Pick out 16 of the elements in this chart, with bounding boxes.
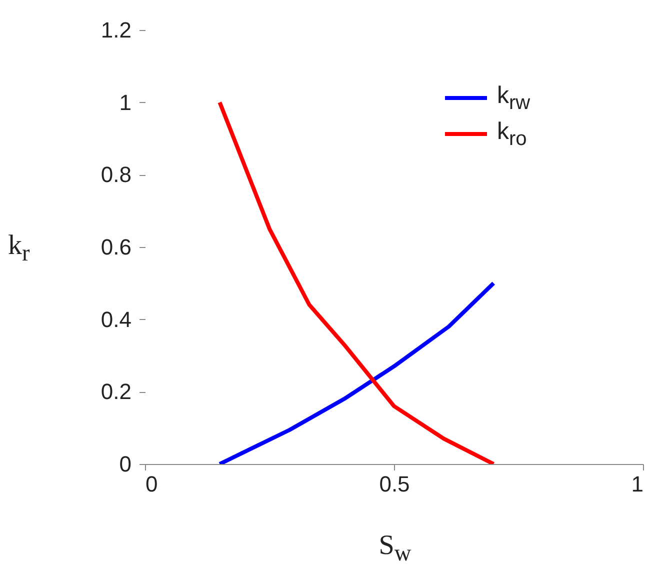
line-series (218, 281, 496, 464)
legend-label: k$_{ro}$ (497, 118, 527, 150)
x-tick-label: 0 (146, 472, 158, 496)
x-tick-label: 1 (631, 472, 644, 496)
y-tick-label: 0.4 (100, 306, 132, 332)
legend-label: k$_{rw}$ (497, 82, 530, 114)
y-tick-label: 1 (119, 90, 132, 115)
x-tick-label: 0.5 (379, 472, 410, 496)
y-axis-title: k$_{r}$ (8, 230, 30, 268)
y-tick-label: 0.8 (100, 162, 132, 188)
y-tick-label: 0.2 (100, 379, 132, 404)
y-tick-label: 0 (119, 452, 132, 476)
x-axis-title: S$_{w}$ (378, 530, 412, 568)
y-tick-label: 1.2 (100, 18, 132, 42)
y-tick-label: 0.6 (100, 234, 132, 260)
line-series (218, 100, 496, 464)
